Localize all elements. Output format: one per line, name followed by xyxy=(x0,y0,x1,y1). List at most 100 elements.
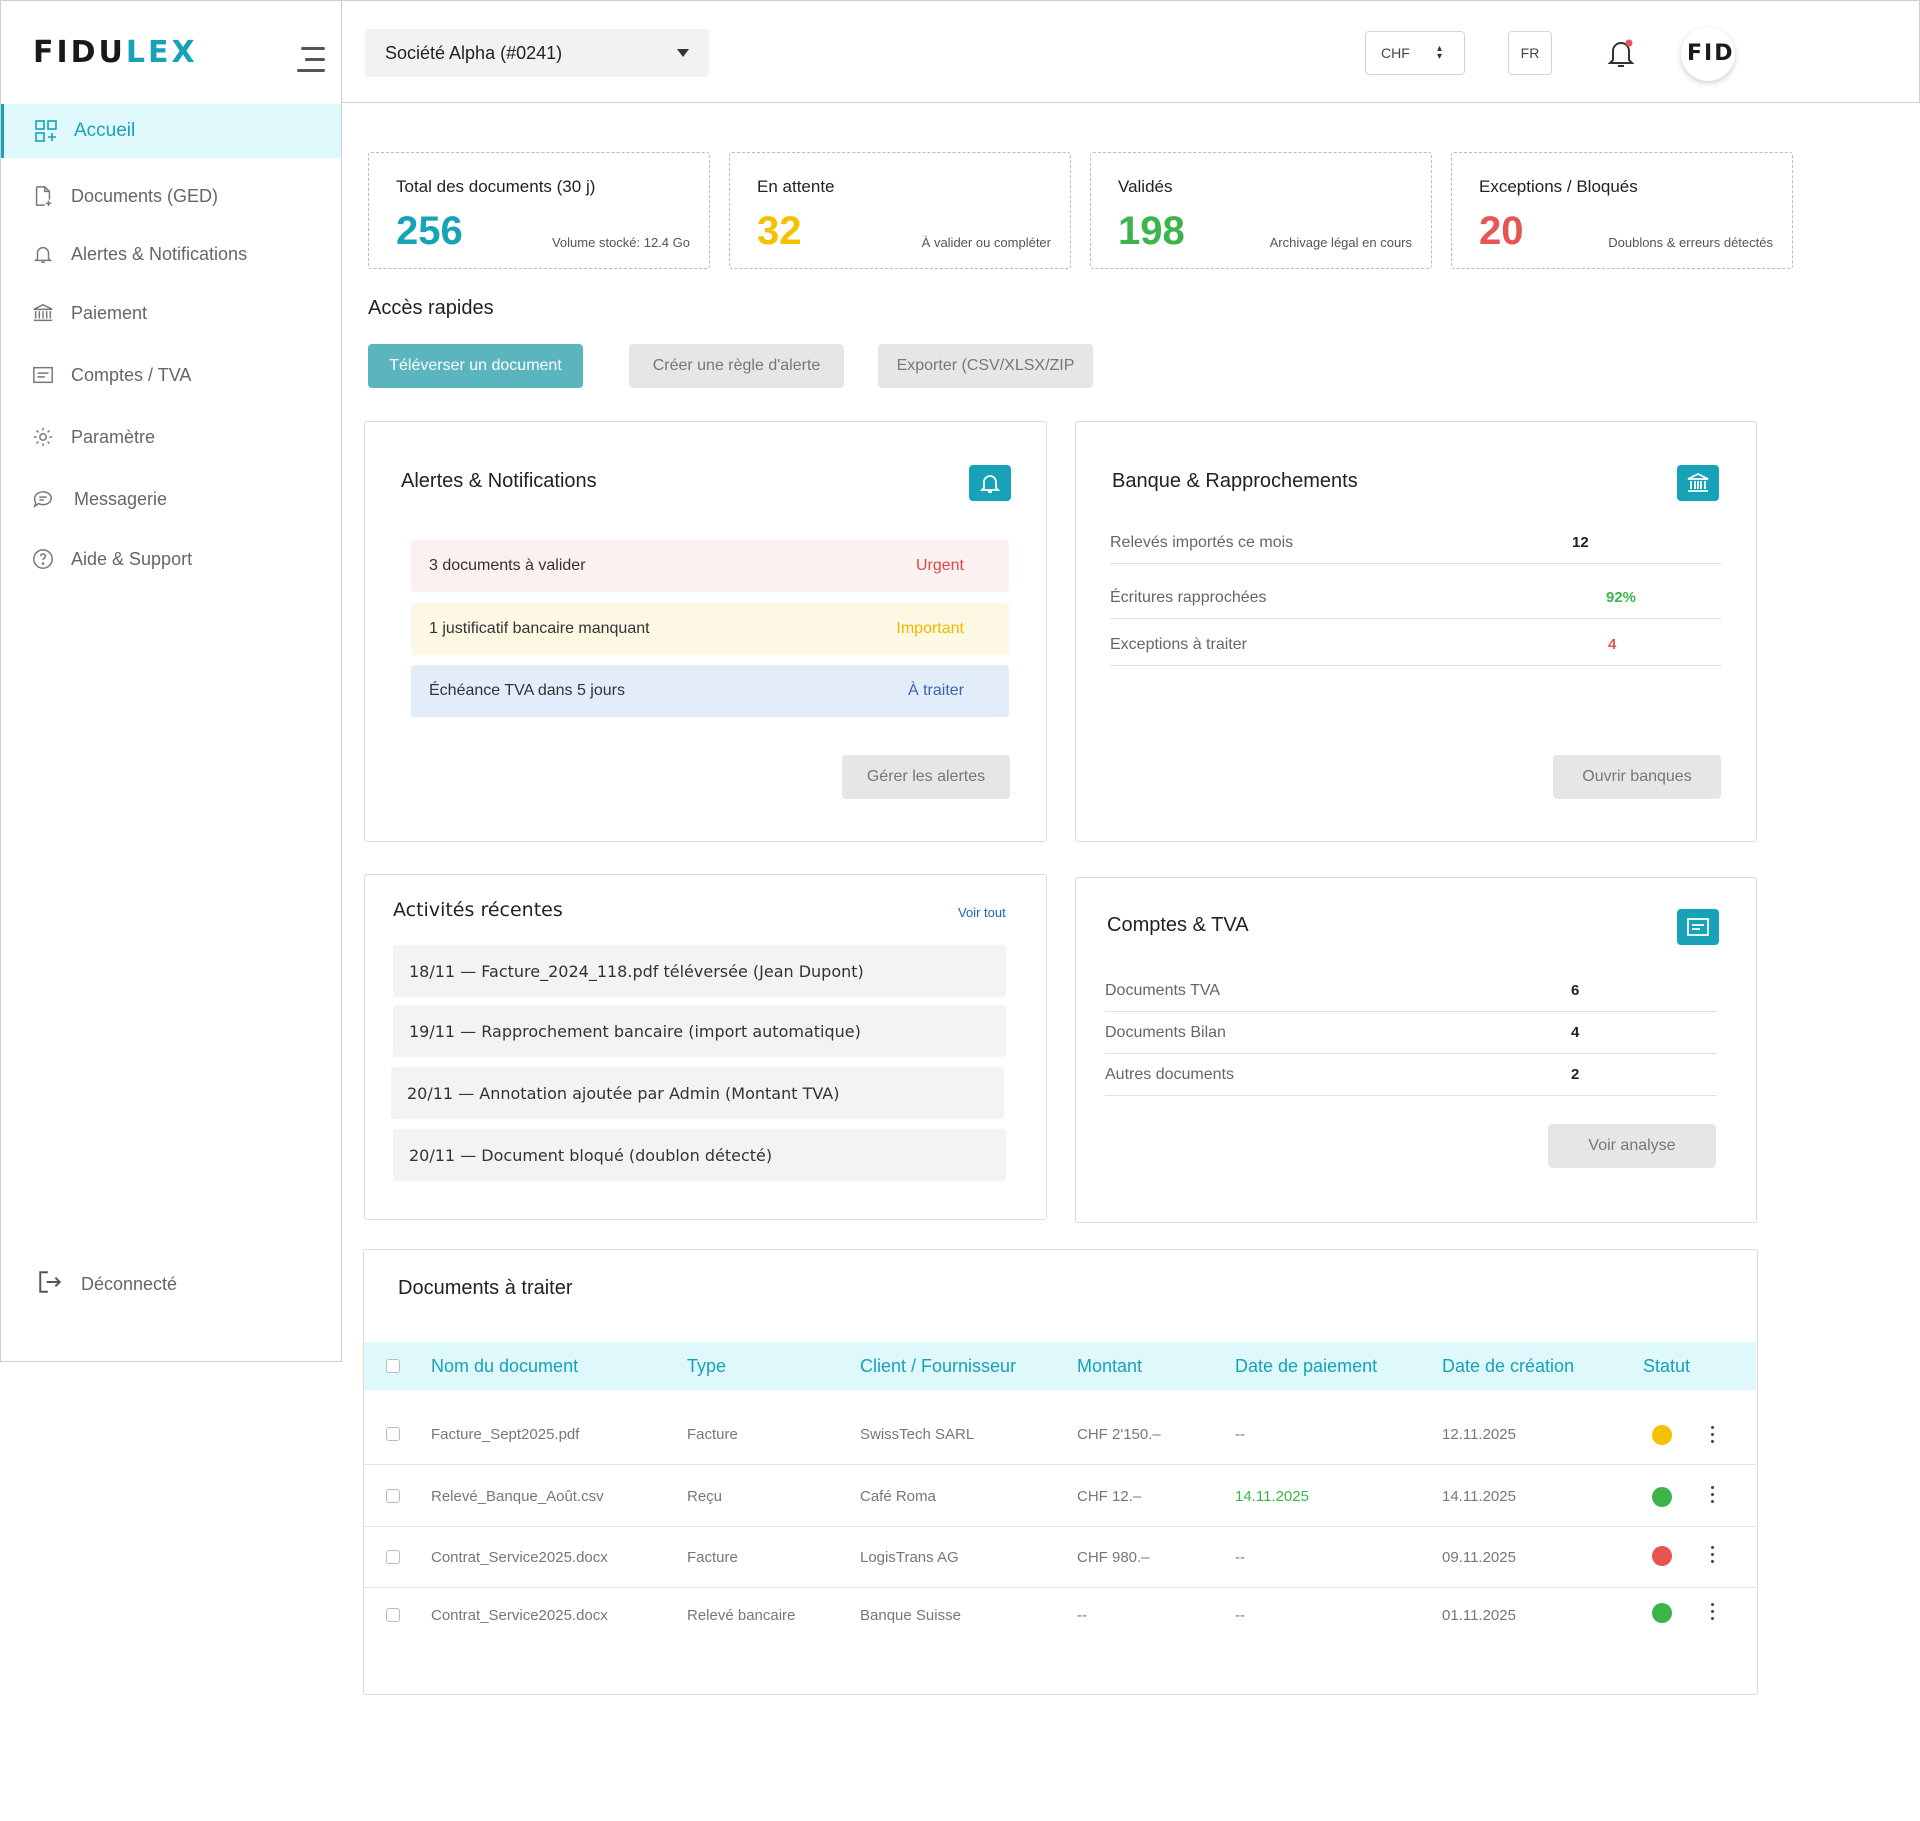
cell-amount: CHF 980.– xyxy=(1077,1549,1150,1566)
upload-document-button[interactable]: Téléverser un document xyxy=(368,344,583,388)
dashboard-grid-icon xyxy=(34,119,58,143)
stat-subtitle: Volume stocké: 12.4 Go xyxy=(551,235,690,250)
sidebar-item-label: Alertes & Notifications xyxy=(71,243,248,264)
select-all-checkbox[interactable] xyxy=(386,1359,400,1373)
sidebar-item-comptes-tva[interactable]: Comptes / TVA xyxy=(1,348,341,402)
alert-item[interactable]: Échéance TVA dans 5 jours À traiter xyxy=(411,665,1009,717)
bank-icon xyxy=(1677,465,1719,501)
alert-priority-tag: Important xyxy=(896,620,964,637)
cell-created-date: 01.11.2025 xyxy=(1442,1607,1516,1624)
logout-icon xyxy=(37,1269,63,1300)
cell-created-date: 14.11.2025 xyxy=(1442,1488,1516,1505)
account-stat-label: Documents TVA xyxy=(1105,982,1221,999)
bank-stat-label: Écritures rapprochées xyxy=(1110,589,1267,606)
create-alert-rule-button[interactable]: Créer une règle d'alerte xyxy=(629,344,844,388)
bank-stat-value: 4 xyxy=(1608,636,1617,653)
status-dot-pending xyxy=(1652,1425,1672,1445)
stat-subtitle: Doublons & erreurs détectés xyxy=(1608,235,1773,250)
cell-amount: -- xyxy=(1077,1607,1087,1624)
logo-accent-text: LEX xyxy=(125,35,198,70)
menu-toggle-icon[interactable] xyxy=(297,47,325,73)
column-header-client[interactable]: Client / Fournisseur xyxy=(860,1356,1017,1376)
sidebar-item-alertes[interactable]: Alertes & Notifications xyxy=(1,227,341,281)
currency-value: CHF xyxy=(1381,45,1410,61)
column-header-name[interactable]: Nom du document xyxy=(431,1356,579,1376)
row-checkbox[interactable] xyxy=(386,1489,400,1503)
cell-payment-date: -- xyxy=(1235,1426,1245,1443)
avatar[interactable]: FIDU xyxy=(1681,27,1735,81)
sidebar-item-label: Paiement xyxy=(71,302,148,323)
ledger-icon xyxy=(1677,909,1719,945)
accounts-tva-card: Comptes & TVA Documents TVA 6 Documents … xyxy=(1075,877,1757,1223)
currency-select[interactable]: CHF ▴ ▾ xyxy=(1365,31,1465,75)
notification-bell-icon[interactable] xyxy=(1606,37,1636,69)
row-menu-icon[interactable] xyxy=(1709,1545,1717,1565)
sidebar-item-messagerie[interactable]: Messagerie xyxy=(1,472,341,526)
see-all-link[interactable]: Voir tout xyxy=(958,905,1006,920)
row-checkbox[interactable] xyxy=(386,1550,400,1564)
card-title: Activités récentes xyxy=(393,899,563,921)
export-button[interactable]: Exporter (CSV/XLSX/ZIP xyxy=(878,344,1093,388)
status-dot-validated xyxy=(1652,1487,1672,1507)
manage-alerts-button[interactable]: Gérer les alertes xyxy=(842,755,1010,799)
quick-access-title: Accès rapides xyxy=(368,297,494,319)
open-banks-button[interactable]: Ouvrir banques xyxy=(1553,755,1721,799)
logout-button[interactable]: Déconnecté xyxy=(37,1269,177,1300)
recent-activity-card: Activités récentes Voir tout 18/11 — Fac… xyxy=(364,874,1047,1220)
account-stat-value: 2 xyxy=(1571,1066,1580,1083)
language-value: FR xyxy=(1520,45,1540,61)
table-row[interactable]: Relevé_Banque_Août.csv Reçu Café Roma CH… xyxy=(364,1467,1756,1527)
view-analysis-button[interactable]: Voir analyse xyxy=(1548,1124,1716,1168)
activity-item: 20/11 — Document bloqué (doublon détecté… xyxy=(393,1129,1006,1181)
sidebar-item-documents[interactable]: Documents (GED) xyxy=(1,169,341,223)
alert-item[interactable]: 3 documents à valider Urgent xyxy=(411,540,1009,592)
cell-amount: CHF 12.– xyxy=(1077,1488,1142,1505)
bank-stat-label: Exceptions à traiter xyxy=(1110,636,1247,653)
stat-value: 256 xyxy=(396,209,463,253)
sidebar-item-accueil[interactable]: Accueil xyxy=(1,104,341,158)
column-header-amount[interactable]: Montant xyxy=(1077,1356,1143,1376)
alert-item[interactable]: 1 justificatif bancaire manquant Importa… xyxy=(411,603,1009,655)
sidebar-item-parametre[interactable]: Paramètre xyxy=(1,410,341,464)
table-row[interactable]: Contrat_Service2025.docx Facture LogisTr… xyxy=(364,1528,1756,1588)
bank-card: Banque & Rapprochements Relevés importés… xyxy=(1075,421,1757,842)
bank-stat-row: Exceptions à traiter 4 xyxy=(1110,626,1721,666)
row-menu-icon[interactable] xyxy=(1709,1425,1717,1445)
sidebar-item-aide[interactable]: Aide & Support xyxy=(1,532,341,586)
column-header-payment-date[interactable]: Date de paiement xyxy=(1235,1356,1378,1376)
column-header-status[interactable]: Statut xyxy=(1643,1356,1691,1376)
column-header-created-date[interactable]: Date de création xyxy=(1442,1356,1575,1376)
row-menu-icon[interactable] xyxy=(1709,1602,1717,1622)
stat-title: Total des documents (30 j) xyxy=(396,177,596,196)
stat-title: En attente xyxy=(757,177,835,196)
gear-icon xyxy=(31,425,55,449)
cell-name: Relevé_Banque_Août.csv xyxy=(431,1488,604,1505)
cell-created-date: 12.11.2025 xyxy=(1442,1426,1516,1443)
company-select[interactable]: Société Alpha (#0241) xyxy=(365,29,709,77)
row-checkbox[interactable] xyxy=(386,1427,400,1441)
card-title: Comptes & TVA xyxy=(1107,914,1249,936)
sidebar-item-paiement[interactable]: Paiement xyxy=(1,286,341,340)
stat-card-exceptions: Exceptions / Bloqués 20 Doublons & erreu… xyxy=(1451,152,1793,269)
activity-item: 18/11 — Facture_2024_118.pdf téléversée … xyxy=(393,945,1006,997)
bank-stat-row: Relevés importés ce mois 12 xyxy=(1110,524,1721,564)
row-checkbox[interactable] xyxy=(386,1608,400,1622)
sidebar-item-label: Comptes / TVA xyxy=(71,364,192,385)
top-header: Société Alpha (#0241) CHF ▴▾ FR FIDU xyxy=(342,0,1920,103)
table-row[interactable]: Facture_Sept2025.pdf Facture SwissTech S… xyxy=(364,1405,1756,1465)
company-select-value: Société Alpha (#0241) xyxy=(385,42,563,63)
help-icon xyxy=(31,547,55,571)
account-stat-value: 4 xyxy=(1571,1024,1580,1041)
cell-name: Facture_Sept2025.pdf xyxy=(431,1426,580,1443)
cell-payment-date: 14.11.2025 xyxy=(1235,1488,1309,1505)
table-row[interactable]: Contrat_Service2025.docx Relevé bancaire… xyxy=(364,1586,1756,1646)
stat-subtitle: À valider ou compléter xyxy=(921,235,1051,250)
app-logo[interactable]: FIDULEX xyxy=(33,35,198,70)
status-dot-blocked xyxy=(1652,1546,1672,1566)
account-stat-label: Documents Bilan xyxy=(1105,1024,1226,1041)
language-button[interactable]: FR xyxy=(1508,31,1552,75)
column-header-type[interactable]: Type xyxy=(687,1356,727,1376)
chat-icon xyxy=(31,487,55,511)
row-menu-icon[interactable] xyxy=(1709,1485,1717,1505)
alert-priority-tag: À traiter xyxy=(907,682,964,699)
